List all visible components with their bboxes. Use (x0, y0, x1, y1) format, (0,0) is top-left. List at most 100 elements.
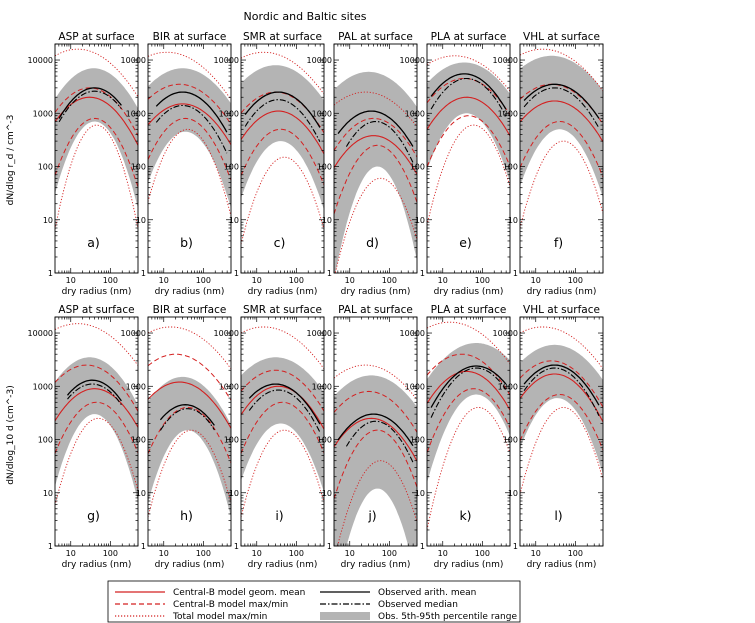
panel-label: i) (275, 508, 283, 523)
x-axis-label: dry radius (nm) (155, 287, 225, 297)
x-tick-label: 100 (382, 549, 397, 558)
x-tick-label: 10 (252, 549, 262, 558)
central-b-model-min-line (148, 117, 231, 181)
y-tick-label: 100 (224, 163, 239, 172)
y-tick-label: 1 (234, 542, 239, 551)
total-model-min-line (520, 407, 603, 495)
y-tick-label: 10000 (493, 56, 518, 65)
legend-entry-label: Central-B model max/min (173, 600, 288, 610)
panel-label: k) (459, 508, 471, 523)
y-tick-label: 100 (38, 163, 53, 172)
y-tick-label: 10000 (307, 56, 332, 65)
central-b-model-max-line (55, 87, 138, 137)
x-tick-label: 10 (345, 549, 355, 558)
observed-mean-line (430, 365, 507, 408)
obs-percentile-band (148, 68, 231, 208)
y-tick-label: 100 (410, 163, 425, 172)
total-model-min-line (427, 124, 510, 226)
central-b-model-max-line (148, 353, 231, 401)
panel-label: c) (274, 235, 286, 250)
y-tick-label: 1 (48, 269, 53, 278)
plot-area (334, 364, 417, 546)
total-model-max-line (55, 323, 138, 366)
panel-l: 10 100 1 10 100 1000 10000 VHL at surface dry ra… (493, 304, 604, 570)
total-model-max-line (148, 326, 231, 370)
observed-mean-line (66, 379, 122, 402)
y-tick-label: 100 (317, 163, 332, 172)
y-tick-label: 100 (38, 436, 53, 445)
central-b-model-max-line (148, 83, 231, 125)
x-tick-label: 100 (103, 549, 118, 558)
central-b-model-min-line (427, 115, 510, 167)
observed-mean-line (248, 383, 321, 425)
total-model-max-line (241, 326, 324, 370)
x-axis-label: dry radius (nm) (155, 560, 225, 570)
y-tick-label: 1000 (33, 382, 53, 391)
y-tick-label: 100 (503, 436, 518, 445)
ylabel-bottom-group: dN/dlog_10 d (cm^-3) (6, 385, 16, 485)
obs-percentile-band (427, 62, 510, 182)
total-model-min-line (337, 460, 417, 546)
obs-percentile-band (334, 71, 417, 273)
panel-frame (54, 316, 139, 547)
plot-area (427, 55, 510, 226)
observed-median-line (67, 383, 122, 406)
y-tick-label: 10 (43, 216, 53, 225)
y-tick-label: 10 (229, 489, 239, 498)
x-tick-label: 10 (531, 276, 541, 285)
y-tick-label: 1000 (219, 109, 239, 118)
y-tick-label: 1000 (312, 109, 332, 118)
observed-median-line (244, 99, 321, 143)
observed-median-line (248, 389, 321, 433)
legend-entry-label: Central-B model geom. mean (173, 588, 305, 598)
total-model-max-line (520, 48, 603, 92)
total-model-min-line (241, 429, 324, 518)
central-b-model-min-line (241, 401, 324, 454)
panel-frame (147, 43, 232, 274)
central-b-model-min-line (427, 388, 510, 453)
y-tick-label: 1000 (312, 382, 332, 391)
central-b-model-min-line (334, 429, 417, 499)
y-tick-label: 1000 (219, 382, 239, 391)
y-tick-label: 10 (415, 489, 425, 498)
x-axis-label: dry radius (nm) (527, 560, 597, 570)
total-model-max-line (427, 321, 510, 365)
y-tick-label: 1000 (405, 109, 425, 118)
panel-label: f) (554, 235, 563, 250)
x-axis-label: dry radius (nm) (341, 287, 411, 297)
total-model-max-line (241, 51, 324, 95)
legend-swatch (320, 612, 370, 620)
y-tick-label: 10 (229, 216, 239, 225)
panel-k: 10 100 1 10 100 1000 10000 PLA at surface dry ra… (400, 304, 511, 570)
y-tick-label: 1 (513, 269, 518, 278)
x-tick-label: 100 (475, 549, 490, 558)
panel-title: BIR at surface (153, 31, 227, 43)
y-tick-label: 1 (141, 269, 146, 278)
total-model-min-line (148, 429, 231, 518)
x-tick-label: 10 (159, 549, 169, 558)
central-b-model-min-line (55, 117, 138, 188)
plot-area (427, 321, 510, 530)
ylabel-bottom: dN/dlog_10 d (cm^-3) (6, 385, 16, 485)
y-tick-label: 10 (43, 489, 53, 498)
panel-frame (240, 316, 325, 547)
observed-median-line (155, 104, 228, 154)
total-model-min-line (520, 140, 603, 229)
panel-frame (426, 43, 511, 274)
panel-title: BIR at surface (153, 304, 227, 316)
observed-mean-line (523, 83, 600, 119)
panel-e: 10 100 1 10 100 1000 10000 PLA at surface dry ra… (400, 31, 511, 297)
y-tick-label: 1 (48, 542, 53, 551)
panels-grid: 10 100 1 10 100 1000 10000 ASP at surface dry ra… (28, 31, 604, 570)
central-b-model-mean-line (241, 385, 324, 430)
y-tick-label: 1000 (498, 382, 518, 391)
observed-mean-line (337, 413, 414, 447)
y-tick-label: 1000 (33, 109, 53, 118)
total-model-min-line (148, 128, 231, 217)
panel-frame (54, 43, 139, 274)
panel-frame (519, 316, 604, 547)
legend-box (107, 580, 521, 623)
central-b-model-min-line (520, 394, 603, 451)
observed-mean-line (523, 364, 600, 406)
